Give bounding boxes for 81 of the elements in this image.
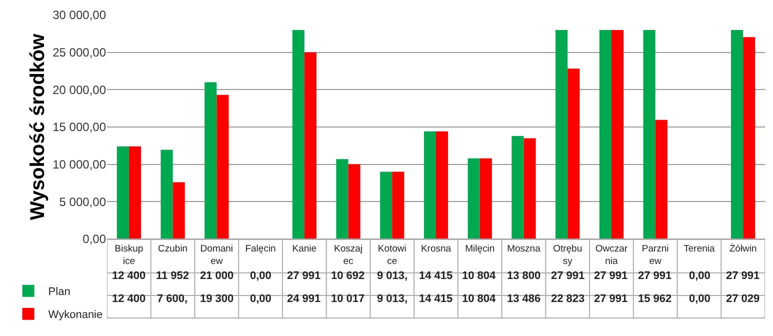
bar — [436, 131, 448, 239]
bar — [204, 82, 217, 239]
data-label: 12 400 — [112, 293, 146, 305]
y-tick-label: 5 000,00 — [59, 194, 106, 209]
data-label: 14 415 — [419, 270, 453, 282]
bar — [524, 138, 536, 239]
bar — [216, 94, 229, 239]
bar — [480, 158, 492, 239]
data-label: 13 800 — [507, 270, 541, 282]
data-label: 10 692 — [331, 270, 365, 282]
bar — [348, 164, 360, 239]
data-label: 0,00 — [250, 293, 272, 305]
y-tick-label: 30 000,00 — [52, 8, 106, 22]
bar — [336, 159, 348, 239]
data-label: 7 600, — [157, 293, 188, 305]
legend-label: Plan — [48, 286, 70, 298]
bar — [743, 37, 756, 239]
data-label: 12 400 — [112, 270, 146, 282]
x-tick-label: Biskupice — [114, 243, 144, 267]
bar — [292, 30, 304, 239]
bar — [424, 131, 436, 239]
bar — [643, 30, 656, 239]
y-tick-label: 20 000,00 — [52, 82, 106, 97]
y-axis-title: Wysokość środków — [27, 33, 50, 220]
y-tick-label: 10 000,00 — [52, 158, 106, 172]
data-label: 11 952 — [156, 270, 190, 282]
bar — [468, 158, 480, 239]
bar — [568, 68, 580, 239]
data-label: 13 486 — [507, 293, 541, 305]
data-label: 9 013, — [377, 293, 408, 305]
bar — [611, 30, 624, 239]
data-label: 0,00 — [250, 270, 272, 282]
x-tick-label: Krosna — [420, 243, 452, 254]
x-tick-label: Domaniew — [200, 243, 234, 267]
data-label: 14 415 — [419, 293, 453, 305]
bar — [655, 120, 668, 239]
y-tick-label: 25 000,00 — [52, 46, 106, 60]
x-tick-label: Terenia — [684, 243, 716, 254]
x-tick-label: Owczarnia — [595, 243, 628, 267]
x-tick-label: Milęcin — [465, 243, 495, 254]
data-label: 10 017 — [331, 293, 365, 305]
data-label: 24 991 — [287, 293, 321, 305]
bar — [731, 30, 744, 239]
x-tick-label: Koszajec — [334, 243, 363, 267]
x-tick-label: Otrębusy — [553, 243, 582, 267]
data-label: 27 991 — [638, 270, 672, 282]
bar — [556, 30, 568, 239]
x-tick-label: Żółwin — [729, 242, 757, 254]
x-tick-label: Falęcin — [245, 243, 276, 254]
data-label: 15 962 — [638, 293, 672, 305]
data-label: 9 013, — [377, 270, 408, 282]
x-tick-label: Czubin — [158, 243, 188, 254]
bar — [512, 136, 524, 239]
bar — [116, 146, 129, 239]
data-label: 22 823 — [551, 293, 585, 305]
bar — [160, 150, 173, 239]
data-label: 10 804 — [462, 270, 497, 282]
data-label: 27 029 — [726, 293, 760, 305]
data-label: 27 991 — [551, 270, 585, 282]
data-label: 19 300 — [200, 293, 234, 305]
data-label: 0,00 — [689, 293, 710, 305]
y-tick-label: 15 000,00 — [52, 120, 106, 134]
bar — [172, 182, 185, 239]
x-tick-label: Moszna — [507, 243, 542, 254]
data-label: 0,00 — [689, 270, 710, 282]
data-label: 27 991 — [726, 270, 760, 282]
y-tick-label: 0,00 — [82, 232, 106, 246]
data-label: 10 804 — [462, 293, 497, 305]
data-label: 27 991 — [287, 270, 321, 282]
bar — [128, 146, 141, 239]
data-label: 27 991 — [594, 270, 628, 282]
x-tick-label: Parzniew — [642, 243, 669, 267]
data-label: 27 991 — [594, 293, 628, 305]
bar — [599, 30, 612, 239]
bar — [380, 172, 392, 239]
data-label: 21 000 — [200, 270, 234, 282]
x-tick-label: Kanie — [292, 243, 317, 254]
x-tick-label: Kotowice — [378, 243, 406, 267]
bar — [304, 52, 316, 239]
bar — [392, 172, 404, 239]
legend-label: Wykonanie — [48, 309, 103, 322]
